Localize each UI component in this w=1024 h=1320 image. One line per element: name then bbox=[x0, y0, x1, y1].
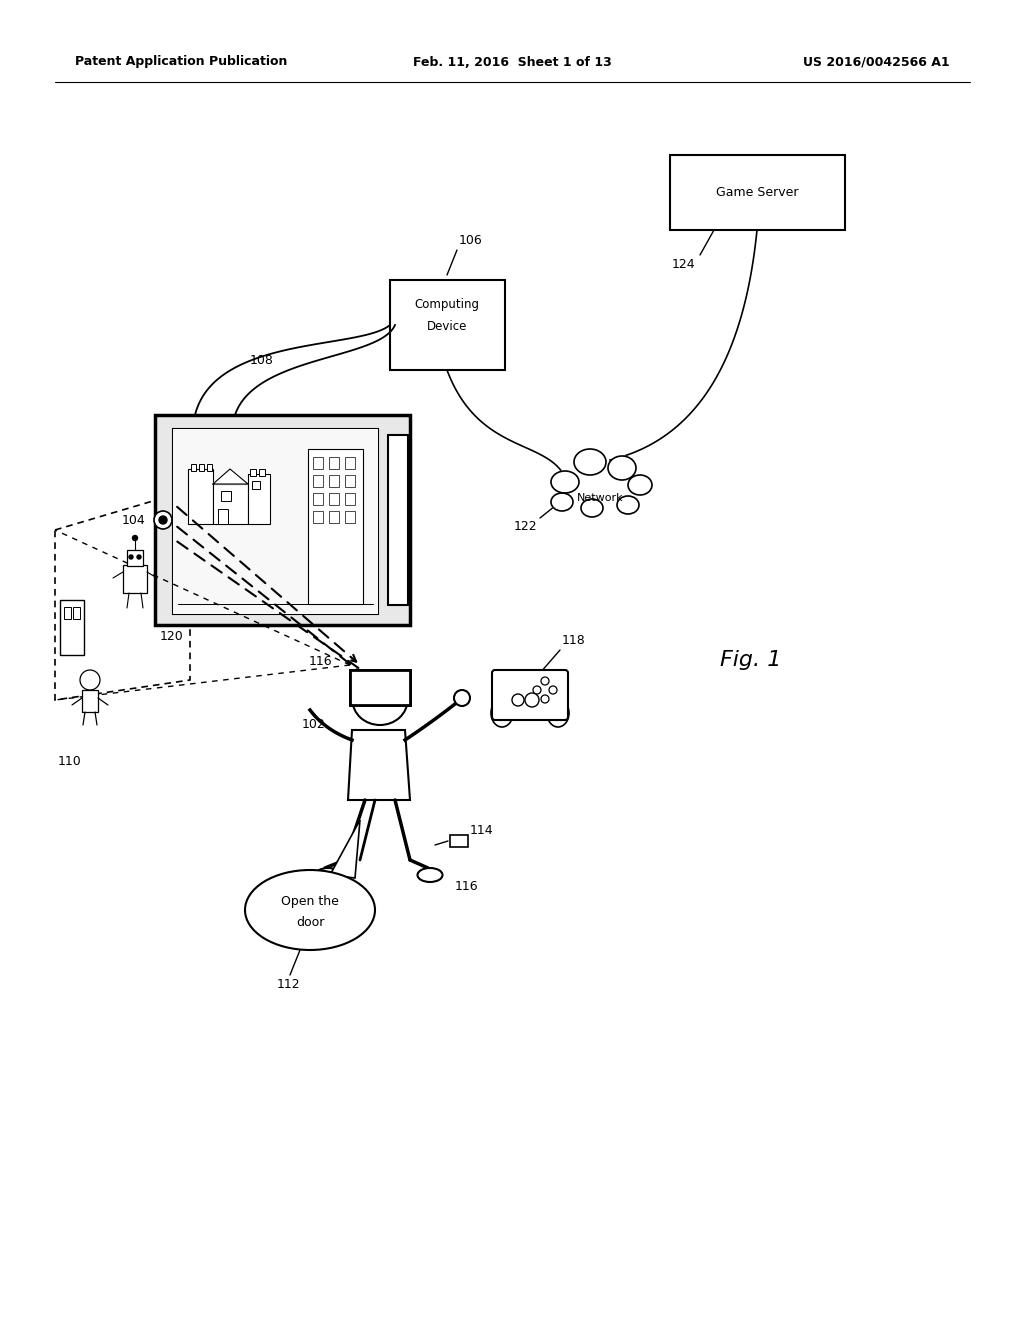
Bar bbox=[308, 449, 362, 605]
Text: 108: 108 bbox=[250, 354, 273, 367]
Bar bbox=[250, 469, 256, 477]
Circle shape bbox=[541, 696, 549, 704]
Circle shape bbox=[454, 690, 470, 706]
Text: 116: 116 bbox=[308, 655, 332, 668]
Text: Computing: Computing bbox=[415, 298, 479, 312]
Circle shape bbox=[525, 693, 539, 708]
Bar bbox=[73, 607, 80, 619]
Circle shape bbox=[154, 511, 172, 529]
Ellipse shape bbox=[551, 471, 579, 492]
Bar bbox=[63, 607, 71, 619]
Circle shape bbox=[534, 686, 541, 694]
Bar bbox=[218, 510, 228, 524]
Polygon shape bbox=[55, 490, 190, 700]
Text: 124: 124 bbox=[672, 257, 695, 271]
Ellipse shape bbox=[315, 869, 341, 882]
Bar bbox=[350, 671, 410, 705]
Bar bbox=[259, 469, 265, 477]
Circle shape bbox=[129, 554, 133, 558]
Circle shape bbox=[159, 516, 167, 524]
Bar bbox=[345, 511, 355, 523]
Text: US 2016/0042566 A1: US 2016/0042566 A1 bbox=[804, 55, 950, 69]
Text: 102: 102 bbox=[301, 718, 325, 731]
Bar bbox=[329, 475, 339, 487]
Bar bbox=[670, 154, 845, 230]
Text: 112: 112 bbox=[276, 978, 300, 991]
Bar bbox=[345, 475, 355, 487]
Text: 110: 110 bbox=[58, 755, 82, 768]
Ellipse shape bbox=[617, 496, 639, 513]
Bar bbox=[388, 436, 408, 605]
Bar bbox=[207, 465, 212, 471]
Bar bbox=[329, 492, 339, 506]
Text: 106: 106 bbox=[459, 234, 482, 247]
Bar bbox=[127, 550, 143, 566]
Polygon shape bbox=[348, 730, 410, 800]
Bar bbox=[199, 465, 204, 471]
Ellipse shape bbox=[574, 449, 606, 475]
Ellipse shape bbox=[551, 492, 573, 511]
Ellipse shape bbox=[628, 475, 652, 495]
Bar bbox=[450, 836, 468, 847]
Bar bbox=[329, 457, 339, 469]
Text: Feb. 11, 2016  Sheet 1 of 13: Feb. 11, 2016 Sheet 1 of 13 bbox=[413, 55, 611, 69]
Bar bbox=[313, 475, 323, 487]
Bar bbox=[123, 565, 147, 593]
Bar bbox=[173, 429, 378, 614]
Bar bbox=[82, 690, 98, 711]
Circle shape bbox=[512, 694, 524, 706]
Bar bbox=[313, 492, 323, 506]
Bar bbox=[173, 429, 378, 614]
Circle shape bbox=[549, 686, 557, 694]
Ellipse shape bbox=[608, 455, 636, 480]
Polygon shape bbox=[213, 469, 248, 484]
Bar bbox=[155, 414, 410, 624]
FancyBboxPatch shape bbox=[492, 671, 568, 719]
Bar bbox=[188, 469, 213, 524]
Circle shape bbox=[541, 677, 549, 685]
Text: door: door bbox=[296, 916, 325, 928]
Bar bbox=[313, 457, 323, 469]
Ellipse shape bbox=[490, 700, 513, 727]
Bar bbox=[191, 465, 196, 471]
Text: Game Server: Game Server bbox=[716, 186, 799, 198]
Polygon shape bbox=[330, 820, 360, 878]
Ellipse shape bbox=[581, 499, 603, 517]
Ellipse shape bbox=[547, 700, 569, 727]
Text: 116: 116 bbox=[455, 880, 478, 894]
Circle shape bbox=[132, 536, 137, 540]
Bar bbox=[213, 484, 248, 524]
Bar bbox=[221, 491, 231, 502]
Ellipse shape bbox=[418, 869, 442, 882]
Ellipse shape bbox=[245, 870, 375, 950]
Text: Device: Device bbox=[427, 319, 467, 333]
Bar bbox=[313, 511, 323, 523]
Text: 118: 118 bbox=[562, 634, 586, 647]
Text: Patent Application Publication: Patent Application Publication bbox=[75, 55, 288, 69]
Bar bbox=[248, 474, 270, 524]
Circle shape bbox=[80, 671, 100, 690]
Bar bbox=[345, 492, 355, 506]
Bar bbox=[329, 511, 339, 523]
Text: Open the: Open the bbox=[281, 895, 339, 908]
Bar bbox=[350, 671, 410, 705]
Bar bbox=[60, 601, 84, 655]
Bar bbox=[252, 480, 260, 488]
Text: Fig. 1: Fig. 1 bbox=[720, 649, 781, 671]
Text: Network: Network bbox=[577, 492, 624, 503]
Ellipse shape bbox=[352, 675, 408, 725]
Circle shape bbox=[137, 554, 141, 558]
Bar bbox=[345, 457, 355, 469]
Text: 120: 120 bbox=[160, 630, 183, 643]
Text: 114: 114 bbox=[470, 824, 494, 837]
Bar bbox=[390, 280, 505, 370]
Text: 104: 104 bbox=[121, 513, 145, 527]
Text: 122: 122 bbox=[513, 520, 537, 533]
